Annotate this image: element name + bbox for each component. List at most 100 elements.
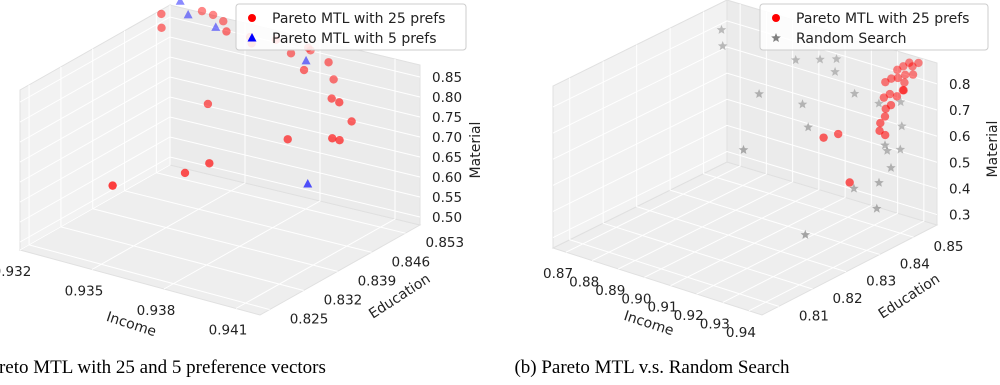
x-gridline <box>591 11 767 262</box>
data-point <box>157 23 166 33</box>
data-point <box>329 75 338 84</box>
y-tick-label: 0.832 <box>324 292 363 308</box>
x-gridline <box>748 59 925 312</box>
z-tick-label: 0.4 <box>949 181 970 197</box>
data-point <box>874 98 884 108</box>
y-gridline <box>92 48 338 272</box>
x-gridline <box>618 19 794 270</box>
data-point <box>205 159 214 168</box>
z-tick-label: 0.8 <box>949 77 970 93</box>
data-point <box>845 178 854 187</box>
data-point <box>197 6 207 16</box>
data-point <box>797 99 808 109</box>
data-point <box>900 78 909 87</box>
z-tick-label: 0.55 <box>432 190 462 206</box>
data-point <box>886 100 896 110</box>
legend-label: Random Search <box>796 31 907 47</box>
x-tick-label: 0.92 <box>674 308 704 324</box>
back-pane <box>726 0 938 226</box>
y-gridline <box>669 28 880 255</box>
y-gridline <box>124 30 372 253</box>
x-tick-label: 0.935 <box>65 284 104 300</box>
figure-caption: (a) Pareto MTL with 25 and 5 preference … <box>0 357 326 378</box>
y-tick-label: 0.853 <box>425 235 464 251</box>
x-gridline <box>235 59 396 309</box>
z-tick-label: 0.70 <box>432 130 462 146</box>
z-tick-label: 0.85 <box>432 70 462 86</box>
data-point <box>819 133 828 142</box>
data-point <box>203 99 213 109</box>
data-point <box>899 62 908 71</box>
legend: Pareto MTL with 25 prefs Random Search <box>759 3 989 51</box>
y-gridline <box>60 66 304 291</box>
data-point <box>905 58 914 67</box>
data-point <box>301 55 311 65</box>
z-tick-label: 0.65 <box>432 150 462 166</box>
data-point <box>879 93 889 102</box>
z-tick-label: 0.7 <box>949 103 970 119</box>
data-point <box>882 145 892 155</box>
y-gridline <box>569 77 779 307</box>
y-gridline <box>703 11 914 238</box>
z-gridline <box>552 20 938 108</box>
x-gridline <box>644 27 820 278</box>
legend-marker <box>771 33 781 42</box>
data-point <box>800 229 811 239</box>
data-point <box>347 117 356 126</box>
data-point <box>157 9 166 19</box>
data-point <box>908 70 918 79</box>
x-tick-label: 0.941 <box>209 323 248 339</box>
data-point <box>872 203 882 213</box>
z-axis-label: Material <box>985 121 1000 178</box>
data-point <box>898 86 908 95</box>
data-point <box>335 135 344 145</box>
data-point <box>900 70 910 80</box>
data-point <box>790 55 801 65</box>
y-tick-label: 0.82 <box>832 291 862 307</box>
x-tick-label: 0.90 <box>621 291 651 307</box>
data-point <box>219 17 228 26</box>
z-gridline <box>552 124 938 212</box>
x-gridline <box>696 43 872 295</box>
data-point <box>716 24 727 34</box>
data-point <box>327 94 336 103</box>
data-point <box>208 10 218 20</box>
data-point <box>880 140 890 150</box>
legend-label: Pareto MTL with 25 prefs <box>796 11 969 27</box>
figure-caption: (b) Pareto MTL v.s. Random Search <box>514 357 790 378</box>
legend-label: Pareto MTL with 5 prefs <box>272 31 437 47</box>
data-point <box>222 27 231 36</box>
legend-label: Pareto MTL with 25 prefs <box>272 11 445 27</box>
data-point <box>717 41 728 51</box>
data-point <box>328 134 337 143</box>
y-gridline <box>636 44 847 273</box>
x-gridline <box>565 3 741 253</box>
z-tick-label: 0.75 <box>432 110 462 126</box>
x-tick-label: 0.89 <box>595 283 625 299</box>
data-point <box>895 97 906 107</box>
data-point <box>886 162 896 172</box>
data-point <box>833 129 843 139</box>
z-gridline <box>552 98 938 186</box>
x-tick-label: 0.88 <box>569 275 599 291</box>
z-tick-label: 0.5 <box>949 155 970 171</box>
data-point <box>211 22 221 31</box>
y-gridline <box>155 12 406 234</box>
x-gridline <box>670 35 846 287</box>
z-gridline <box>552 72 938 160</box>
z-tick-label: 0.60 <box>432 170 462 186</box>
x-gridline <box>722 51 899 303</box>
x-tick-label: 0.94 <box>726 325 756 341</box>
data-point <box>803 122 813 132</box>
data-point <box>880 112 890 121</box>
data-point <box>874 177 884 187</box>
y-gridline <box>602 61 813 290</box>
x-tick-label: 0.932 <box>0 264 31 280</box>
data-point <box>335 98 344 107</box>
left-pane <box>552 0 728 249</box>
data-point <box>283 135 292 144</box>
data-point <box>815 54 825 64</box>
data-point <box>183 9 193 19</box>
y-tick-label: 0.85 <box>933 239 963 255</box>
data-point <box>299 65 309 75</box>
